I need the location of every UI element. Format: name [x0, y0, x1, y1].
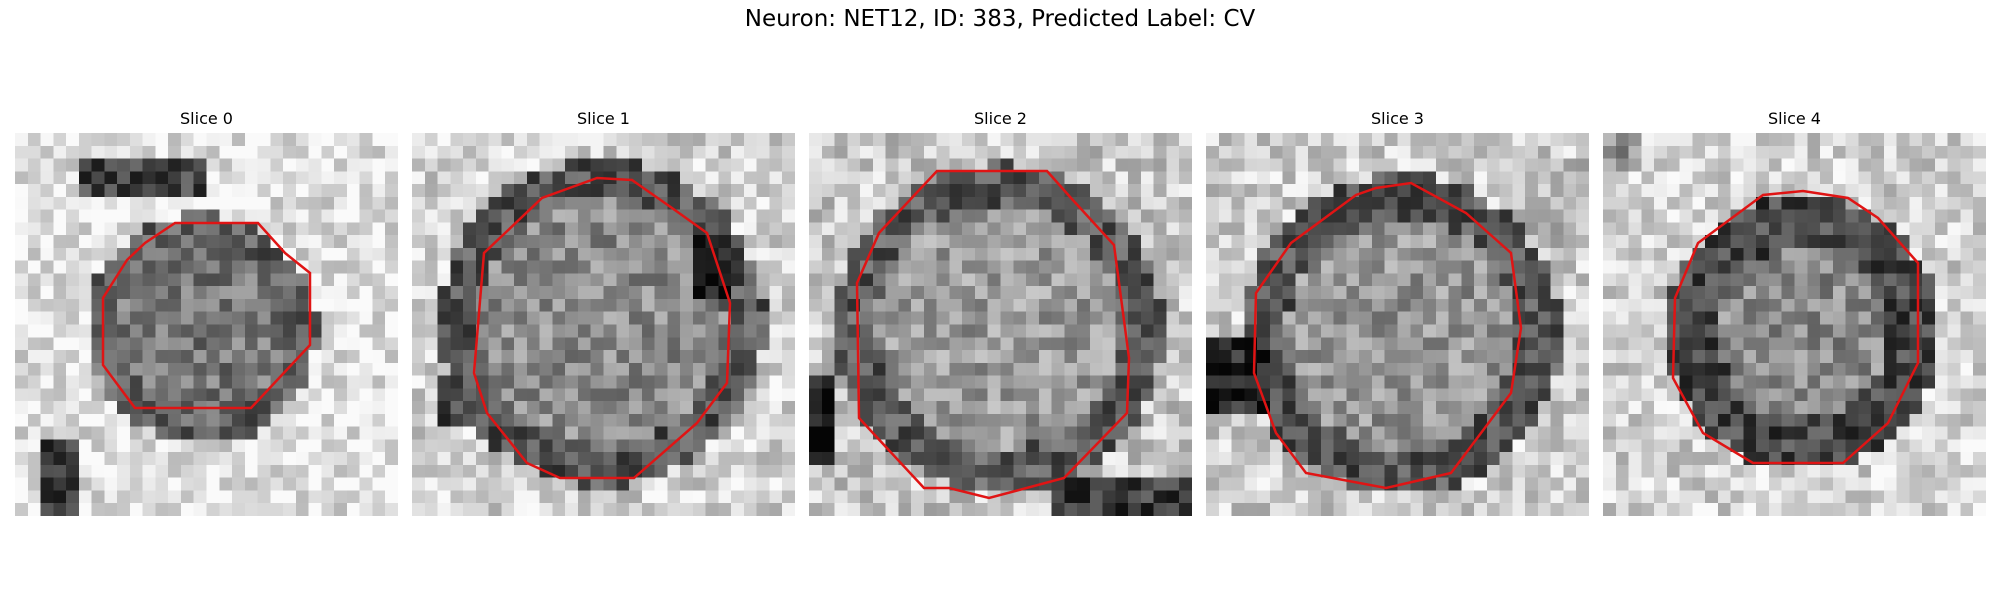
slice-image-1: [412, 133, 795, 516]
segmentation-contour: [472, 176, 732, 480]
em-texture: [412, 133, 795, 516]
figure-title: Neuron: NET12, ID: 383, Predicted Label:…: [744, 6, 1256, 32]
em-texture: [15, 133, 398, 516]
em-texture: [1603, 133, 1986, 516]
segmentation-contour: [1252, 181, 1523, 490]
slice-title-0: Slice 0: [180, 109, 233, 128]
segmentation-contour: [1671, 189, 1920, 465]
slice-title-1: Slice 1: [577, 109, 630, 128]
slice-image-3: [1206, 133, 1589, 516]
slice-image-0: [15, 133, 398, 516]
slice-title-2: Slice 2: [974, 109, 1027, 128]
slice-image-4: [1603, 133, 1986, 516]
slice-panel-2: Slice 2: [809, 108, 1192, 516]
segmentation-contour: [101, 221, 312, 410]
slice-title-4: Slice 4: [1768, 109, 1821, 128]
segmentation-contour: [855, 169, 1131, 500]
slice-image-2: [809, 133, 1192, 516]
slice-title-3: Slice 3: [1371, 109, 1424, 128]
slice-panel-1: Slice 1: [412, 108, 795, 516]
slice-panel-3: Slice 3: [1206, 108, 1589, 516]
slice-panel-4: Slice 4: [1603, 108, 1986, 516]
em-texture: [809, 133, 1192, 516]
em-texture: [1206, 133, 1589, 516]
slice-panel-0: Slice 0: [15, 108, 398, 516]
